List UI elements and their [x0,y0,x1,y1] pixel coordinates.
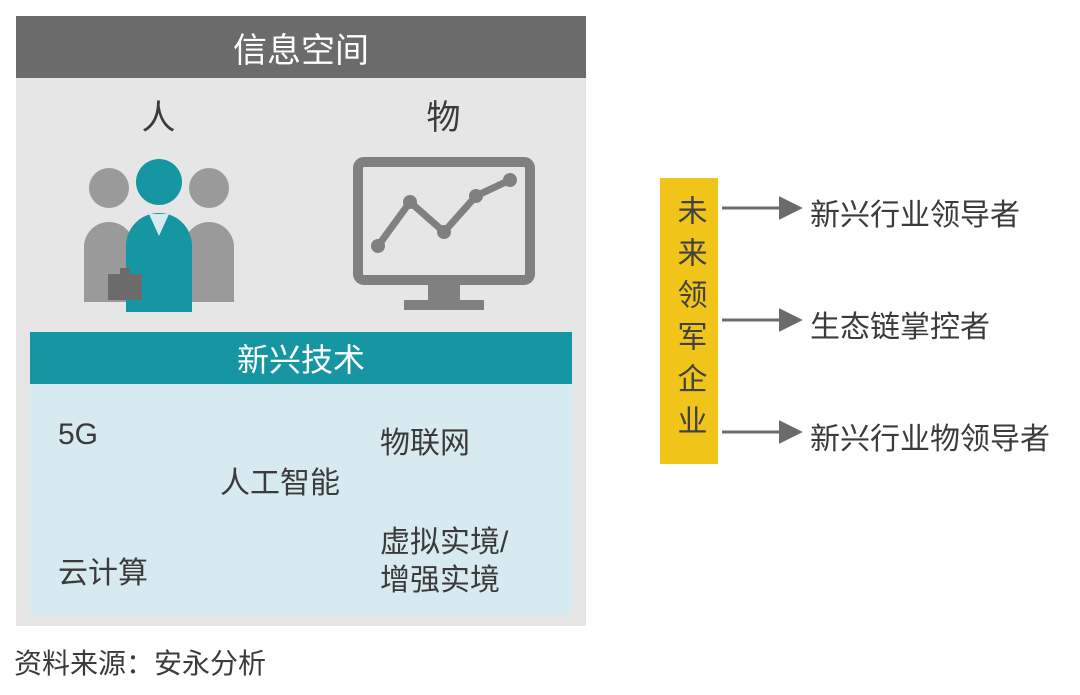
things-col: 物 [301,90,586,324]
monitor-icon [301,149,586,324]
people-label: 人 [16,90,301,139]
pill-c5: 企 [667,363,712,405]
tech-body: 5G 人工智能 物联网 云计算 虚拟实境/ 增强实境 [30,384,572,616]
pill-c1: 未 [667,195,712,237]
pill-c2: 来 [667,237,712,279]
pill-c6: 业 [667,405,712,447]
pill-c3: 领 [667,279,712,321]
right-label-3: 新兴行业物领导者 [810,414,1050,458]
people-icon [16,149,301,324]
people-col: 人 [16,90,301,324]
tech-vr-l2: 增强实境 [380,564,500,597]
tech-section: 新兴技术 5G 人工智能 物联网 云计算 虚拟实境/ 增强实境 [30,332,572,616]
things-label: 物 [301,90,586,139]
right-label-1: 新兴行业领导者 [810,190,1020,234]
tech-vr-l1: 虚拟实境/ [380,526,508,559]
tech-5g: 5G [58,418,98,452]
future-leader-pill: 未 来 领 军 企 业 [660,178,718,464]
tech-ai: 人工智能 [220,458,340,502]
pill-c4: 军 [667,321,712,363]
tech-cloud: 云计算 [58,548,148,592]
top-row: 人 [16,78,586,324]
tech-vr: 虚拟实境/ 增强实境 [380,524,508,599]
tech-header: 新兴技术 [30,332,572,384]
info-space-header: 信息空间 [16,16,586,78]
right-label-2: 生态链掌控者 [810,302,990,346]
info-space-panel: 信息空间 人 [16,16,586,626]
source-text: 资料来源：安永分析 [14,642,266,682]
tech-iot: 物联网 [380,418,470,462]
